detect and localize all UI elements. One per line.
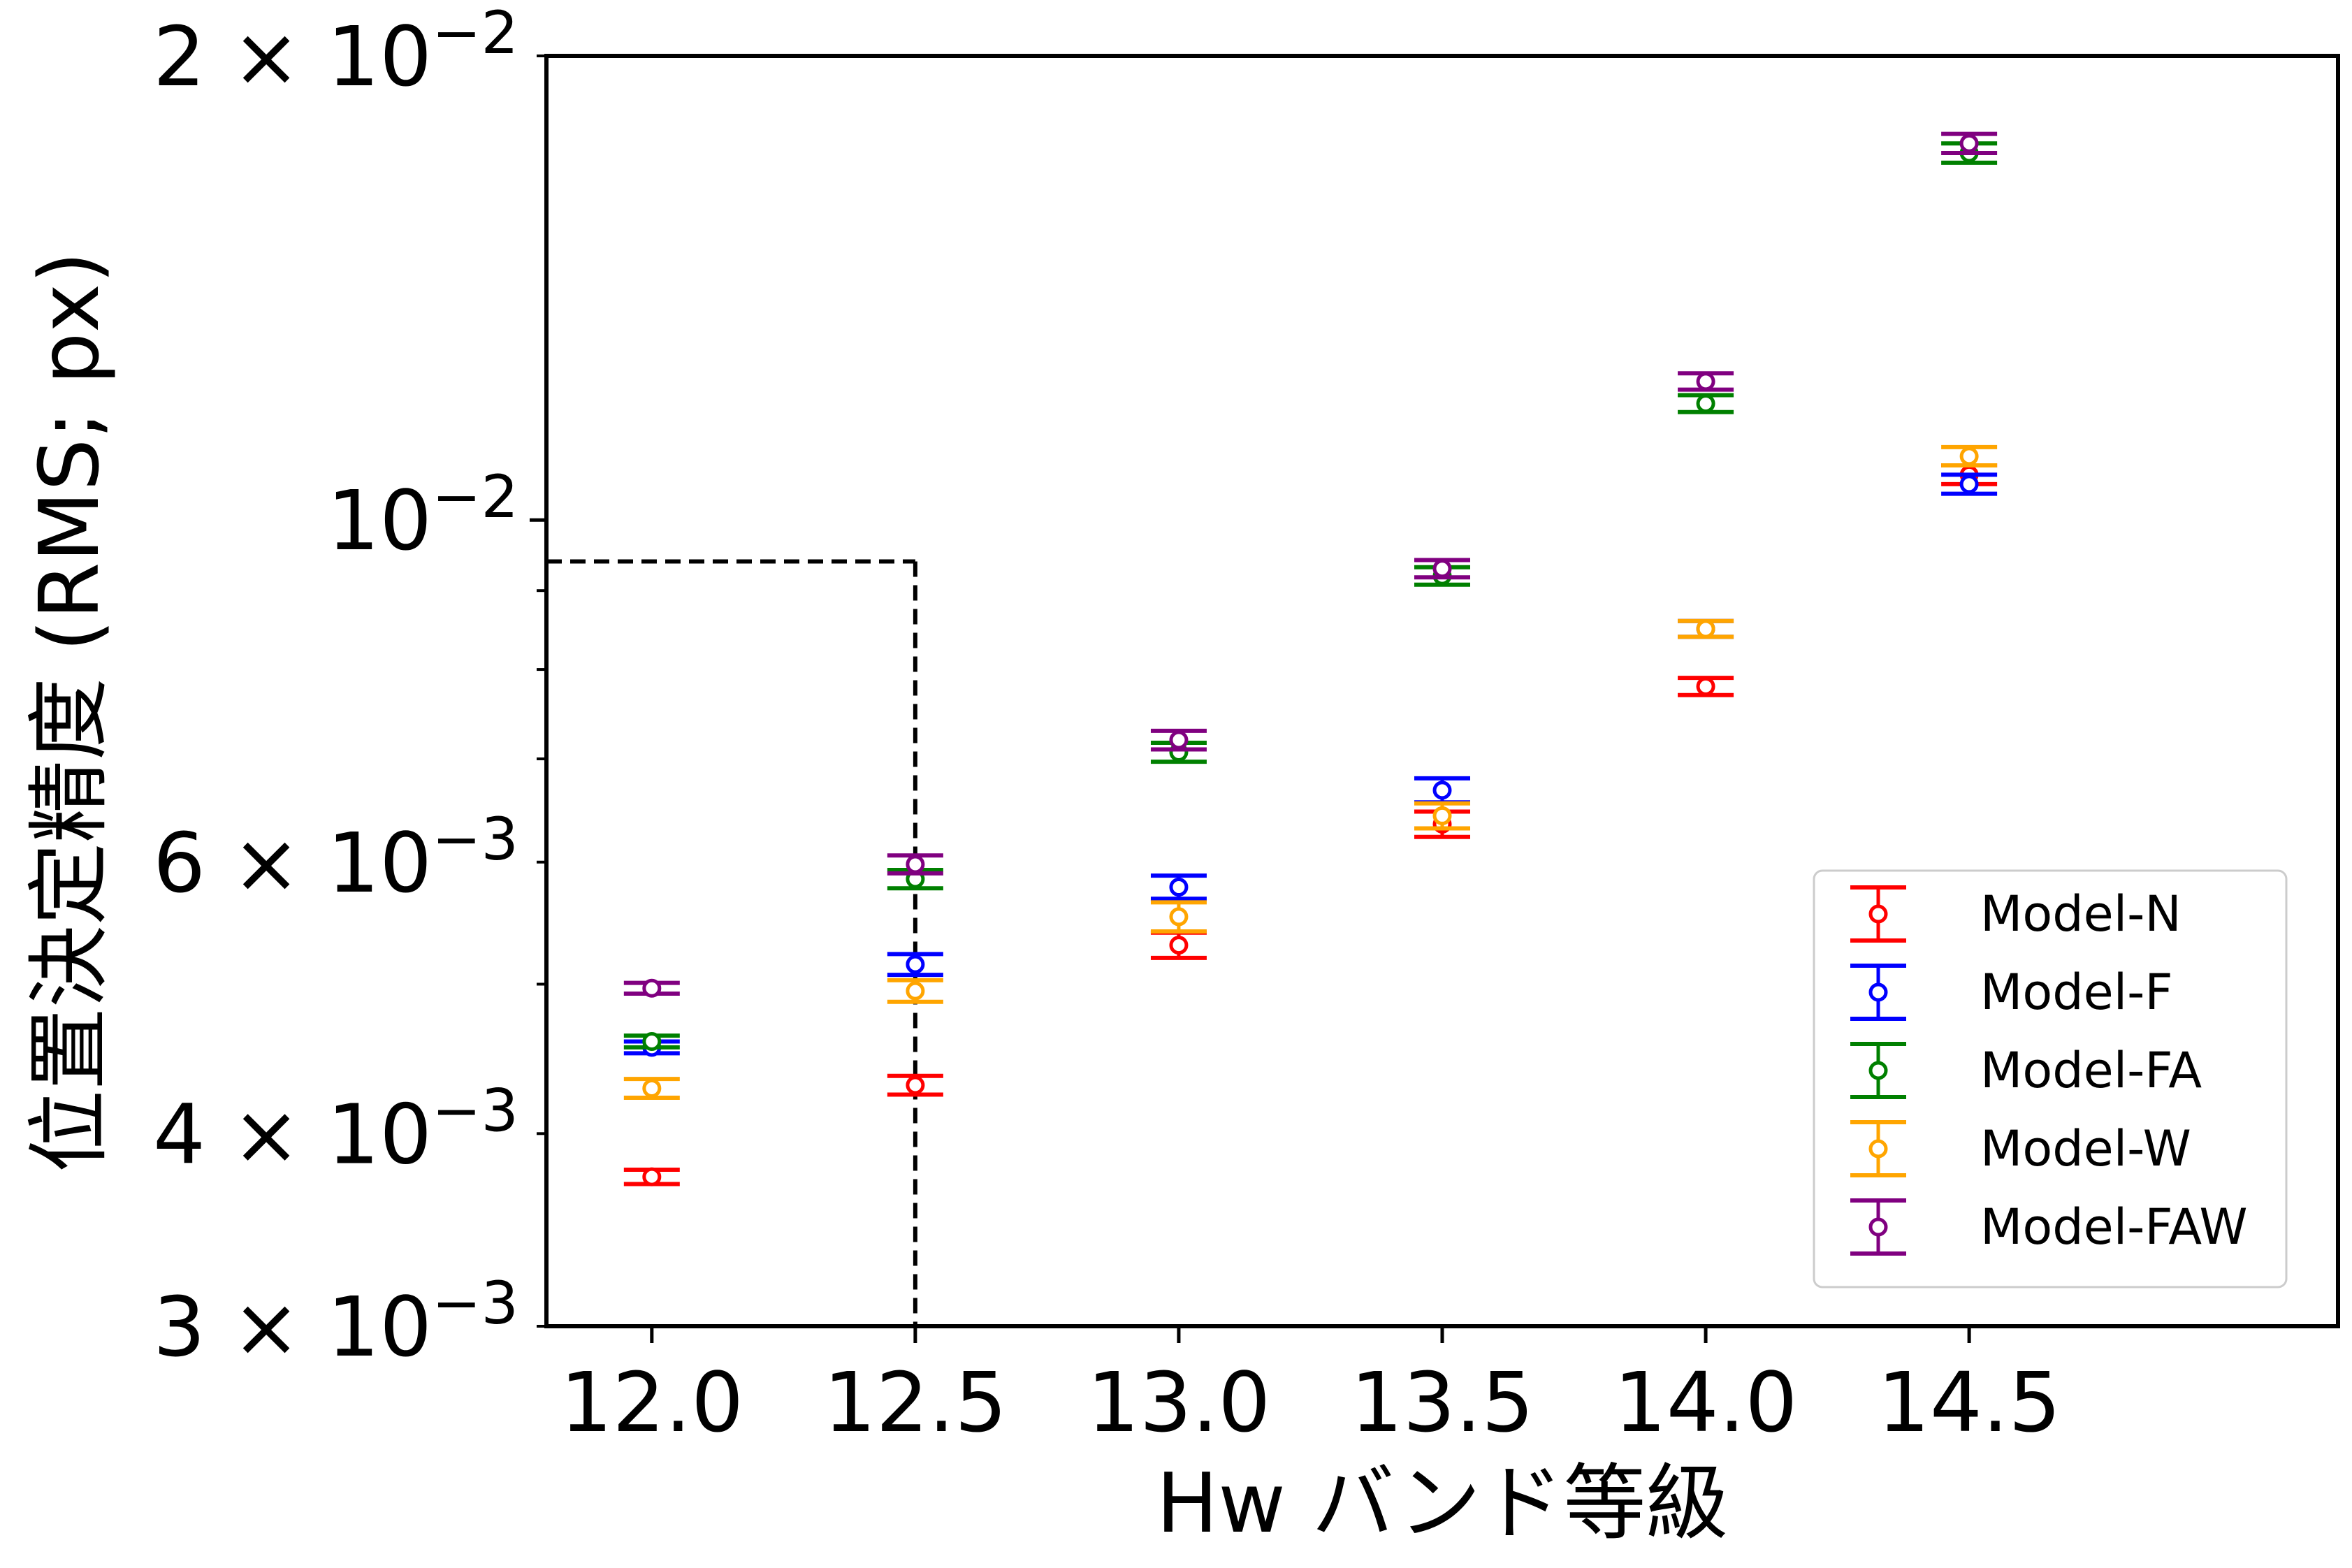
data-point: [1696, 372, 1715, 391]
data-point: [1959, 447, 1979, 466]
legend-label: Model-F: [1980, 964, 2173, 1021]
legend-label: Model-W: [1980, 1120, 2191, 1177]
data-point: [642, 1031, 662, 1051]
data-point: [1432, 806, 1452, 825]
y-tick-label: 10−2: [327, 463, 518, 569]
y-tick-label: 2 × 10−2: [153, 0, 518, 105]
legend-box: [1813, 869, 2288, 1288]
data-point: [1169, 878, 1189, 897]
x-tick-label: 14.5: [1878, 1354, 2061, 1451]
x-tick-label: 13.0: [1087, 1354, 1271, 1451]
y-tick-label: 6 × 10−3: [153, 805, 518, 911]
legend-entry: Model-FA: [1850, 1042, 2202, 1099]
data-point: [1696, 394, 1715, 414]
data-layer: [623, 131, 1998, 1186]
series-Model-FA: [623, 141, 1998, 1051]
data-point: [1696, 676, 1715, 696]
legend: Model-N Model-F Model-FA Model-W Model-FAW: [1813, 869, 2288, 1288]
legend-marker: [1868, 1217, 1888, 1237]
legend-entry: Model-F: [1850, 964, 2173, 1021]
series-Model-FAW: [623, 131, 1998, 998]
data-point: [906, 855, 925, 874]
series-Model-N: [623, 463, 1998, 1186]
legend-marker: [1868, 1061, 1888, 1080]
series-Model-F: [623, 472, 1998, 1057]
legend-label: Model-N: [1980, 885, 2182, 943]
x-tick-label: 12.5: [824, 1354, 1008, 1451]
y-axis-label: 位置決定精度 (RMS; px): [21, 252, 117, 1173]
legend-marker: [1868, 1139, 1888, 1159]
reference-lines: [546, 559, 917, 1326]
y-tick-label: 4 × 10−3: [153, 1076, 518, 1182]
data-point: [1169, 907, 1189, 927]
data-point: [906, 954, 925, 974]
legend-marker: [1868, 982, 1888, 1002]
legend-label: Model-FA: [1980, 1042, 2202, 1099]
legend-label: Model-FAW: [1980, 1198, 2248, 1256]
data-point: [1959, 133, 1979, 153]
x-axis-label: Hw バンド等級: [1156, 1455, 1729, 1551]
data-point: [1696, 619, 1715, 639]
data-point: [1169, 730, 1189, 750]
y-tick-label: 3 × 10−3: [153, 1269, 518, 1375]
data-point: [642, 978, 662, 998]
legend-entry: Model-FAW: [1850, 1198, 2248, 1256]
data-point: [642, 1167, 662, 1186]
data-point: [906, 1075, 925, 1095]
x-tick-label: 14.0: [1614, 1354, 1798, 1451]
legend-marker: [1868, 904, 1888, 924]
y-axis: 10−2 3 × 10−3 4 × 10−3 6 × 10−3 2 × 10−2: [153, 0, 546, 1375]
x-tick-label: 12.0: [560, 1354, 743, 1451]
data-point: [906, 981, 925, 1001]
series-Model-W: [623, 444, 1998, 1101]
data-point: [1169, 936, 1189, 955]
data-point: [642, 1078, 662, 1098]
legend-entry: Model-W: [1850, 1120, 2191, 1177]
data-point: [1432, 559, 1452, 579]
data-point: [1959, 474, 1979, 494]
x-tick-label: 13.5: [1351, 1354, 1534, 1451]
x-axis: 12.0 12.5 13.0 13.5 14.0 14.5: [560, 1326, 2061, 1451]
legend-entry: Model-N: [1850, 885, 2182, 943]
data-point: [1432, 781, 1452, 800]
